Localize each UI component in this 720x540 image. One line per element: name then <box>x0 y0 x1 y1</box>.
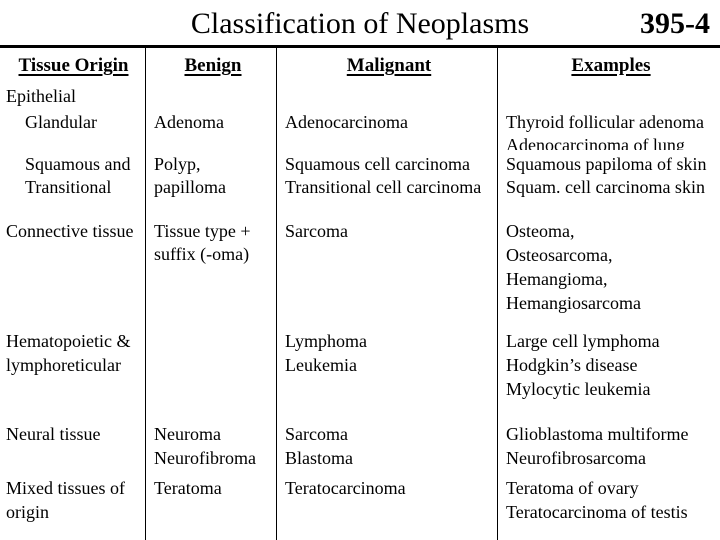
cell-malignant: Lymphoma Leukemia <box>276 323 497 417</box>
cell-benign: Teratoma <box>145 472 276 540</box>
cell-malignant: Sarcoma Blastoma <box>276 417 497 472</box>
cell-malignant: Teratocarcinoma <box>276 472 497 540</box>
cell-tissue-origin: Squamous and Transitional <box>25 154 131 197</box>
header-malignant: Malignant <box>276 48 497 82</box>
cell-benign: Adenoma <box>145 108 276 150</box>
slide-header: Classification of Neoplasms 395-4 <box>0 0 720 48</box>
cell-benign <box>145 82 276 108</box>
cell-benign: Polyp, papilloma <box>145 150 276 217</box>
cell-tissue-origin: Epithelial <box>6 86 76 106</box>
header-examples: Examples <box>497 48 720 82</box>
slide-number: 395-4 <box>640 7 710 40</box>
header-benign: Benign <box>145 48 276 82</box>
cell-examples: Teratoma of ovary Teratocarcinoma of tes… <box>497 472 720 540</box>
cell-examples: Osteoma, Osteosarcoma, Hemangioma, Heman… <box>497 217 720 323</box>
cell-tissue-origin: Glandular <box>25 112 97 132</box>
cell-examples <box>497 82 720 108</box>
cell-malignant: Adenocarcinoma <box>276 108 497 150</box>
table-row: Neural tissue Neuroma Neurofibroma Sarco… <box>0 417 720 472</box>
classification-table: Tissue Origin Benign Malignant Examples … <box>0 48 720 540</box>
cell-malignant <box>276 82 497 108</box>
cell-benign: Tissue type + suffix (-oma) <box>145 217 276 323</box>
cell-malignant: Sarcoma <box>276 217 497 323</box>
cell-tissue-origin: Connective tissue <box>6 221 134 241</box>
table-row: Epithelial <box>0 82 720 108</box>
cell-examples: Glioblastoma multiforme Neurofibrosarcom… <box>497 417 720 472</box>
cell-examples: Thyroid follicular adenoma Adenocarcinom… <box>497 108 720 150</box>
table-row: Squamous and Transitional Polyp, papillo… <box>0 150 720 217</box>
cell-malignant: Squamous cell carcinoma Transitional cel… <box>276 150 497 217</box>
table-header-row: Tissue Origin Benign Malignant Examples <box>0 48 720 82</box>
cell-tissue-origin: Neural tissue <box>6 424 101 444</box>
cell-tissue-origin: Hematopoietic & lymphoreticular <box>6 331 131 375</box>
cell-tissue-origin: Mixed tissues of origin <box>6 478 125 522</box>
cell-benign: Neuroma Neurofibroma <box>145 417 276 472</box>
table-row: Glandular Adenoma Adenocarcinoma Thyroid… <box>0 108 720 150</box>
cell-examples: Squamous papiloma of skin Squam. cell ca… <box>497 150 720 217</box>
slide-title: Classification of Neoplasms <box>190 7 530 40</box>
cell-benign <box>145 323 276 417</box>
cell-examples: Large cell lymphoma Hodgkin’s disease My… <box>497 323 720 417</box>
table-row: Connective tissue Tissue type + suffix (… <box>0 217 720 323</box>
table-row: Hematopoietic & lymphoreticular Lymphoma… <box>0 323 720 417</box>
table-row: Mixed tissues of origin Teratoma Teratoc… <box>0 472 720 540</box>
header-tissue-origin: Tissue Origin <box>18 55 129 76</box>
